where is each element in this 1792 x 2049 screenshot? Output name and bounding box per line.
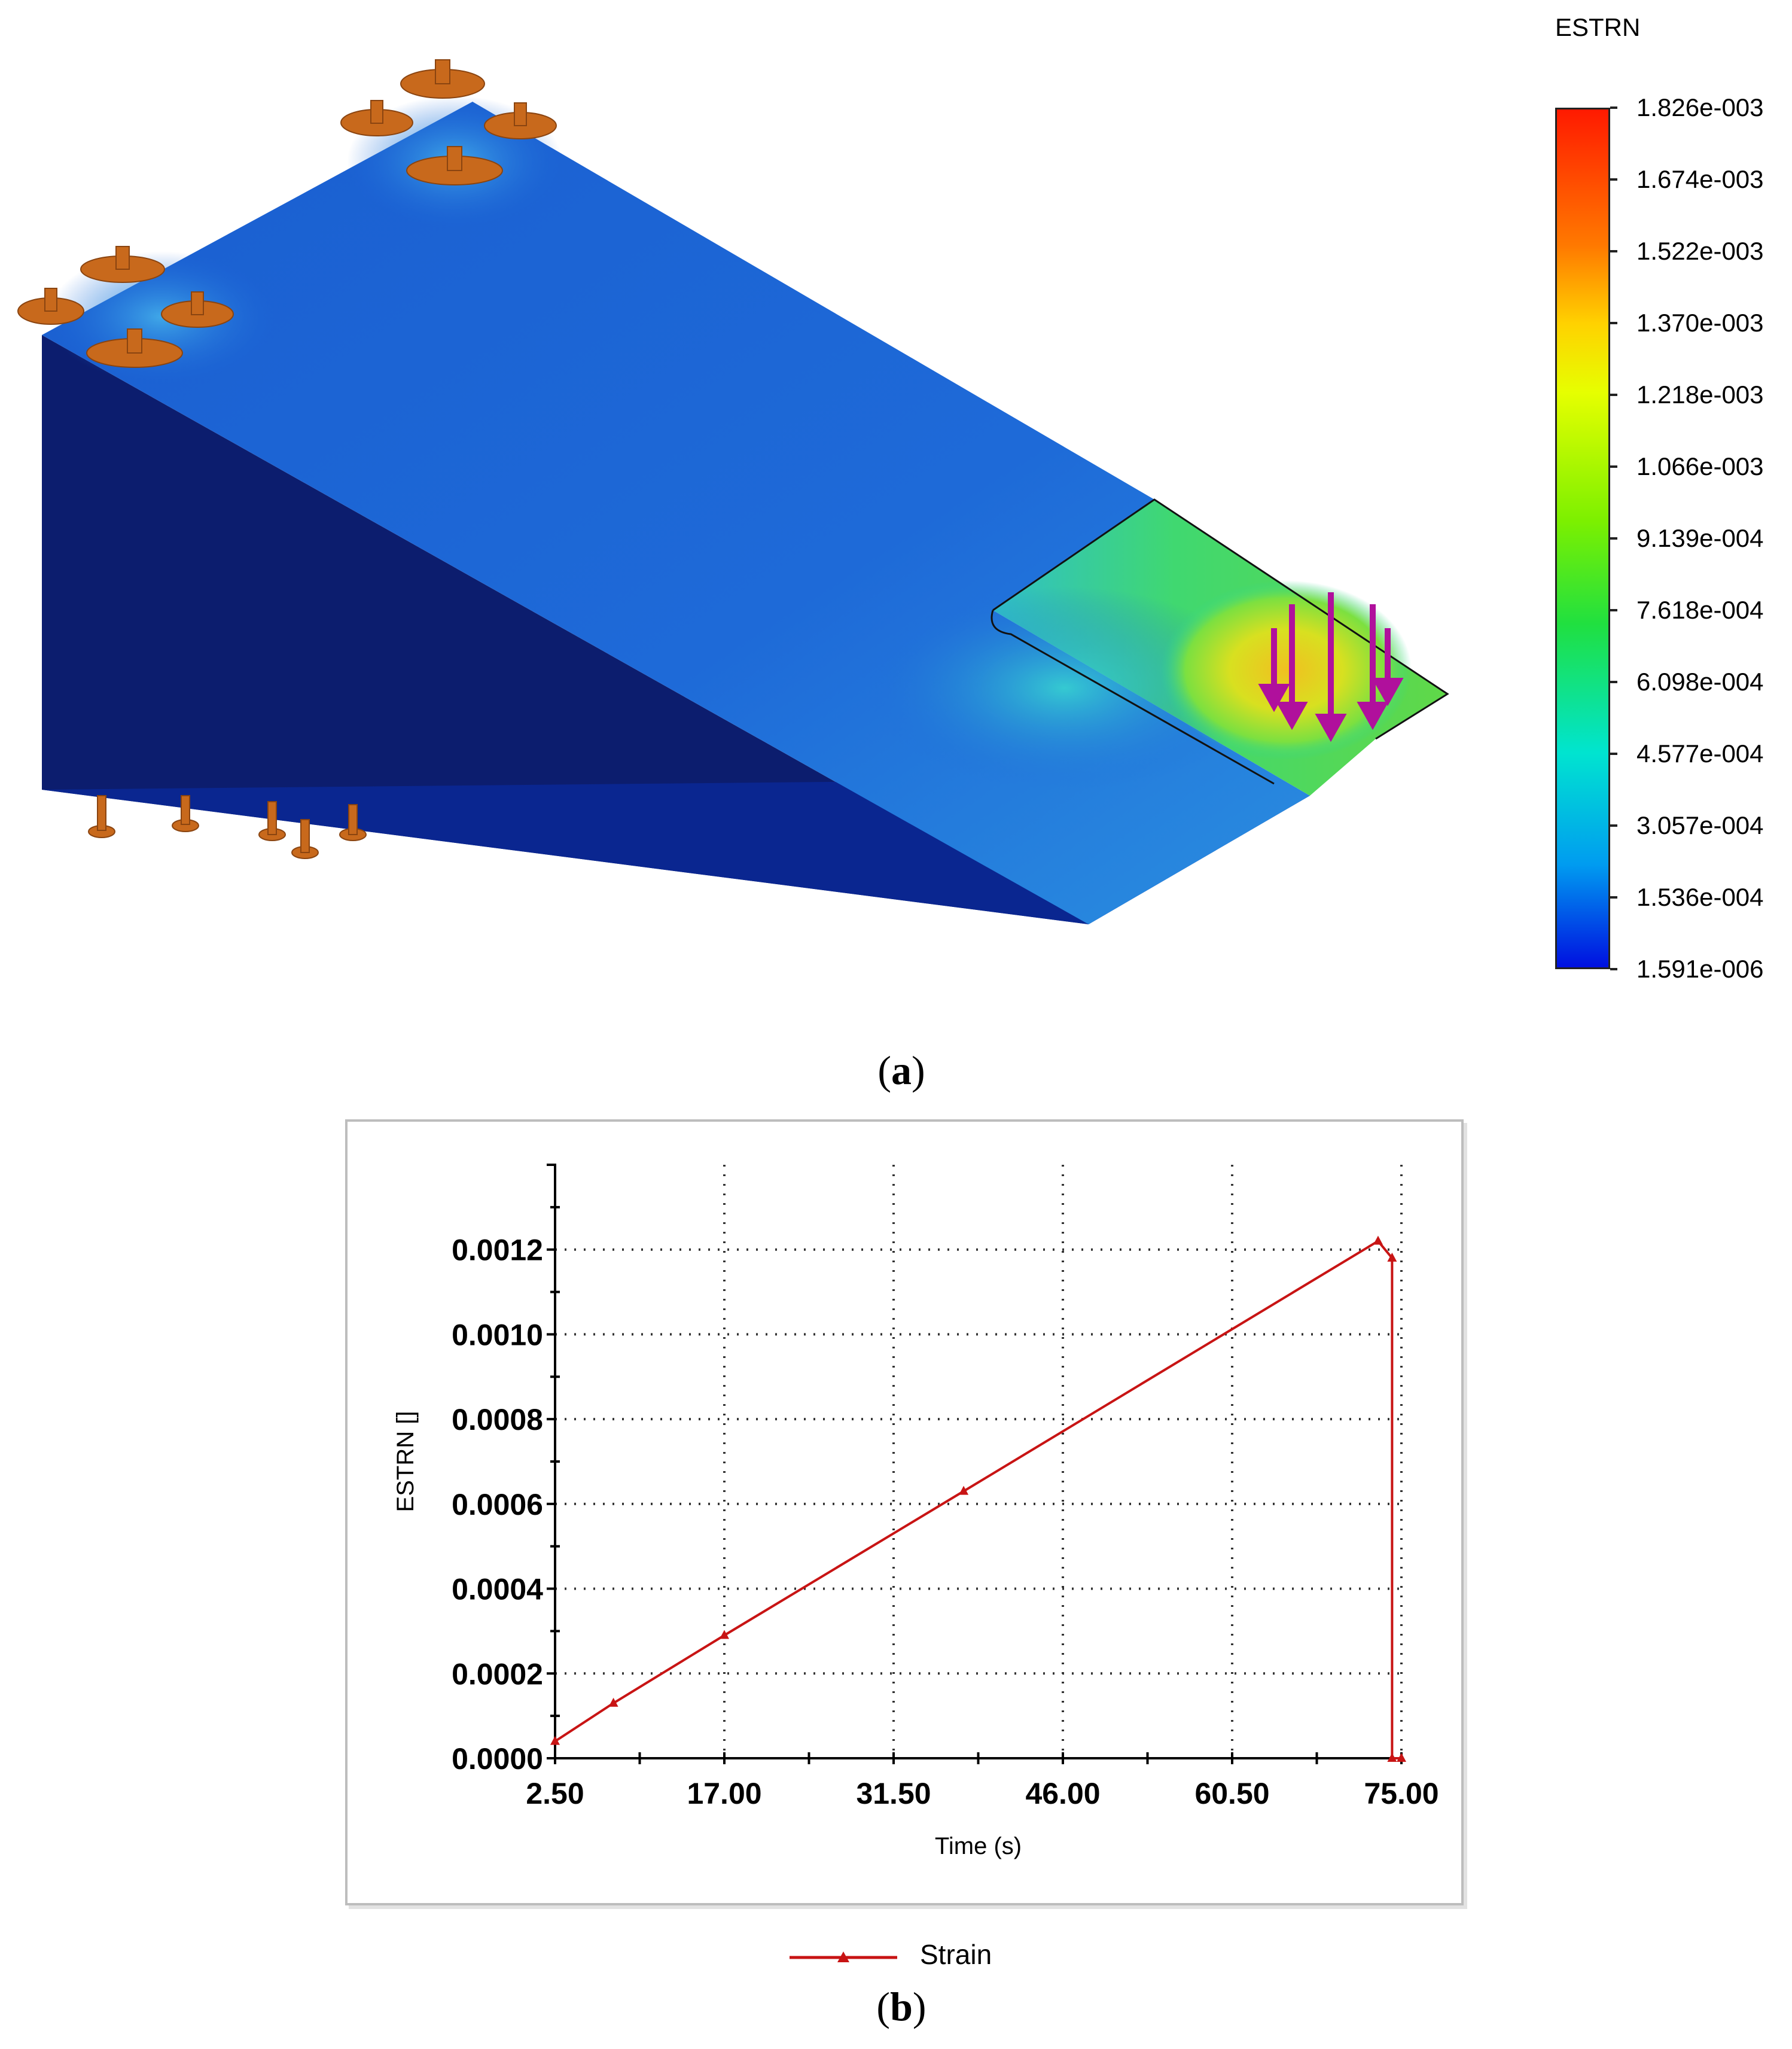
x-axis-title: Time (s) xyxy=(935,1833,1022,1859)
fixture-icon xyxy=(258,801,286,841)
panel-a-caption: (a) xyxy=(877,1048,925,1093)
data-point-marker xyxy=(1373,1235,1383,1245)
fixture-icon xyxy=(161,291,234,328)
y-tick-label: 0.0000 xyxy=(452,1742,543,1776)
colorbar-tick xyxy=(1610,537,1617,540)
colorbar-label: 1.218e-003 xyxy=(1636,380,1764,409)
strain-time-chart: 2.50 17.00 31.50 46.00 60.50 75.00 0.0000 0.000… xyxy=(392,1164,1439,1859)
series-line-strain xyxy=(554,1239,1401,1759)
fixture-icon xyxy=(86,328,183,368)
model-edges xyxy=(992,498,1449,740)
fixture-icons xyxy=(17,59,557,859)
panel-b-caption: (b) xyxy=(876,1984,927,2029)
fixture-icon xyxy=(484,102,557,139)
colorbar-tick xyxy=(1610,394,1617,396)
fixture-icon xyxy=(406,146,503,185)
load-arrow-icon xyxy=(1258,628,1290,713)
colorbar-label: 1.066e-003 xyxy=(1636,452,1764,480)
data-point-marker xyxy=(1387,1753,1397,1762)
colorbar-label: 9.139e-004 xyxy=(1636,524,1764,552)
x-tick-label: 2.50 xyxy=(526,1777,584,1810)
colorbar-tick xyxy=(1610,824,1617,827)
fixture-icon xyxy=(17,288,84,325)
data-point-marker xyxy=(720,1630,729,1639)
colorbar-tick xyxy=(1610,896,1617,899)
hot-spot-zone xyxy=(1160,580,1412,760)
data-point-marker xyxy=(608,1697,618,1707)
chart-legend: Strain xyxy=(784,1938,1035,1980)
load-arrows xyxy=(1258,592,1404,742)
mid-stress-zone xyxy=(867,586,1262,790)
colorbar-tick xyxy=(1610,968,1617,970)
colorbar-label: 1.522e-003 xyxy=(1636,237,1764,265)
colorbar-label: 1.674e-003 xyxy=(1636,165,1764,193)
load-arrow-icon xyxy=(1276,604,1308,730)
colorbar-label: 1.591e-006 xyxy=(1636,955,1764,983)
y-tick-label: 0.0004 xyxy=(452,1573,543,1606)
fillet-edge xyxy=(991,610,1275,785)
fixture-icon xyxy=(88,795,115,838)
x-tick-label: 31.50 xyxy=(856,1777,931,1810)
y-axis-title: ESTRN [] xyxy=(392,1411,419,1512)
colorbar-tick xyxy=(1610,178,1617,181)
colorbar-label: 1.370e-003 xyxy=(1636,309,1764,337)
x-tick-label: 60.50 xyxy=(1194,1777,1269,1810)
x-tick-label: 17.00 xyxy=(687,1777,761,1810)
load-arrow-icon xyxy=(1315,592,1347,742)
data-point-marker xyxy=(1387,1252,1397,1262)
colorbar-tick xyxy=(1610,465,1617,468)
fea-model-view xyxy=(17,59,1449,924)
colorbar-gradient xyxy=(1555,108,1610,969)
x-tick-label: 75.00 xyxy=(1364,1777,1439,1810)
fixture-icon xyxy=(291,819,319,859)
legend-swatch xyxy=(790,1951,897,1962)
colorbar-tick xyxy=(1610,681,1617,683)
colorbar-label: 4.577e-004 xyxy=(1636,739,1764,768)
chart-frame: 2.50 17.00 31.50 46.00 60.50 75.00 0.0000 0.000… xyxy=(345,1119,1464,1905)
colorbar-label: 6.098e-004 xyxy=(1636,668,1764,696)
fixture-icon xyxy=(80,246,165,283)
colorbar-tick xyxy=(1610,322,1617,324)
panel-a-letter: a xyxy=(891,1048,912,1093)
colorbar-label: 1.826e-003 xyxy=(1636,93,1764,121)
fixture-icon xyxy=(172,795,199,832)
fixture-icon xyxy=(400,59,485,99)
panel-b-letter: b xyxy=(890,1984,913,2029)
y-tick-label: 0.0010 xyxy=(452,1318,543,1351)
colorbar-label: 3.057e-004 xyxy=(1636,811,1764,839)
colorbar-title: ESTRN xyxy=(1555,13,1641,41)
data-point-marker xyxy=(959,1485,969,1495)
fixture-icon xyxy=(340,100,413,136)
legend-label-strain: Strain xyxy=(920,1939,992,1970)
y-tick-label: 0.0006 xyxy=(452,1488,543,1521)
fixture-icon xyxy=(339,804,367,841)
legend-marker-icon xyxy=(837,1951,849,1962)
colorbar-tick xyxy=(1610,106,1617,109)
colorbar-label: 1.536e-004 xyxy=(1636,883,1764,911)
x-tick-label: 46.00 xyxy=(1025,1777,1100,1810)
colorbar-legend: ESTRN 1.826e-003 1.674e-003 1.522e-003 1.37… xyxy=(1555,0,1792,1005)
colorbar-tick xyxy=(1610,250,1617,252)
load-arrow-icon xyxy=(1372,628,1404,707)
data-point-marker xyxy=(550,1736,560,1745)
colorbar-label: 7.618e-004 xyxy=(1636,596,1764,624)
y-tick-label: 0.0008 xyxy=(452,1403,543,1436)
y-tick-label: 0.0012 xyxy=(452,1234,543,1267)
load-arrow-icon xyxy=(1357,604,1389,730)
colorbar-tick xyxy=(1610,753,1617,755)
data-point-marker xyxy=(1397,1753,1406,1762)
y-tick-label: 0.0002 xyxy=(452,1657,543,1691)
colorbar-tick xyxy=(1610,609,1617,611)
